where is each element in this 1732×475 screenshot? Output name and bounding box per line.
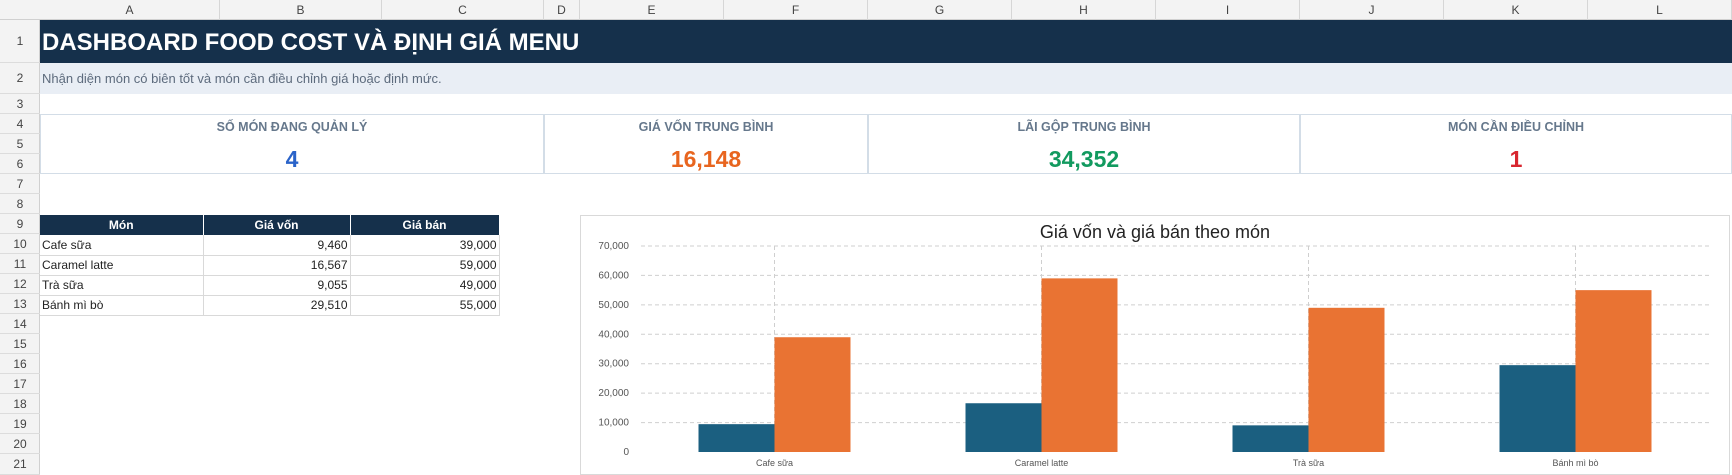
- column-header-l[interactable]: L: [1588, 0, 1732, 20]
- kpi-so-mon-card: SỐ MÓN ĐANG QUẢN LÝ 4: [40, 114, 544, 174]
- header-cell-mon[interactable]: Món: [40, 215, 204, 235]
- cell-mon[interactable]: Trà sữa: [40, 275, 204, 296]
- column-header-c[interactable]: C: [382, 0, 544, 20]
- cell-gia-von[interactable]: 9,460: [203, 235, 351, 256]
- row-header-17[interactable]: 17: [0, 374, 40, 394]
- row-header-21[interactable]: 21: [0, 454, 40, 475]
- column-header-j[interactable]: J: [1300, 0, 1444, 20]
- y-tick-label: 10,000: [598, 418, 629, 429]
- row-header-1[interactable]: 1: [0, 20, 40, 63]
- table-body: Cafe sữa 9,460 39,000 Caramel latte 16,567 59…: [40, 235, 500, 316]
- table-row: Trà sữa 9,055 49,000: [40, 275, 500, 296]
- cost-price-chart[interactable]: Giá vốn và giá bán theo món 0 10,000 20,00…: [580, 215, 1730, 475]
- kpi-gia-von-value: 16,148: [670, 146, 742, 172]
- kpi-mon-dieu-chinh-label: MÓN CẦN ĐIỀU CHỈNH: [1447, 120, 1585, 134]
- column-header-b[interactable]: B: [220, 0, 382, 20]
- row-header-5[interactable]: 5: [0, 134, 40, 154]
- title-band: [40, 20, 1732, 63]
- kpi-so-mon-value: 4: [285, 146, 299, 172]
- kpi-gia-von-card: GIÁ VỐN TRUNG BÌNH 16,148: [544, 114, 868, 174]
- column-header-f[interactable]: F: [724, 0, 868, 20]
- cell-mon[interactable]: Bánh mì bò: [40, 295, 204, 316]
- row-header-7[interactable]: 7: [0, 174, 40, 194]
- cell-gia-von[interactable]: 9,055: [203, 275, 351, 296]
- row-header-6[interactable]: 6: [0, 154, 40, 174]
- kpi-so-mon-label: SỐ MÓN ĐANG QUẢN LÝ: [216, 120, 368, 134]
- kpi-gia-von-label: GIÁ VỐN TRUNG BÌNH: [638, 120, 774, 134]
- bar-gia-von-3[interactable]: [1499, 365, 1576, 452]
- x-tick-label: Caramel latte: [1015, 458, 1069, 468]
- y-tick-label: 50,000: [598, 300, 629, 311]
- row-header-14[interactable]: 14: [0, 314, 40, 334]
- row-header-13[interactable]: 13: [0, 294, 40, 314]
- row-header-8[interactable]: 8: [0, 194, 40, 214]
- bar-gia-von-2[interactable]: [1232, 425, 1309, 452]
- row-header-18[interactable]: 18: [0, 394, 40, 414]
- bar-gia-von-0[interactable]: [698, 424, 775, 452]
- row-header-3[interactable]: 3: [0, 94, 40, 114]
- y-tick-label: 0: [623, 447, 629, 458]
- column-header-a[interactable]: A: [40, 0, 220, 20]
- y-tick-label: 60,000: [598, 270, 629, 281]
- cell-mon[interactable]: Cafe sữa: [40, 235, 204, 256]
- cell-mon[interactable]: Caramel latte: [40, 255, 204, 276]
- header-cell-gia-von[interactable]: Giá vốn: [203, 215, 351, 235]
- row-header-10[interactable]: 10: [0, 234, 40, 254]
- header-cell-gia-ban[interactable]: Giá bán: [350, 215, 500, 235]
- chart-title: Giá vốn và giá bán theo món: [1039, 222, 1271, 242]
- y-tick-label: 70,000: [598, 241, 629, 252]
- dashboard-title: DASHBOARD FOOD COST VÀ ĐỊNH GIÁ MENU: [42, 29, 580, 56]
- row-header-bar: 1 2 3 4 5 6 7 8 9 10 11 12 13 14 15 16 17 18 19 20 21: [0, 20, 40, 475]
- row-header-11[interactable]: 11: [0, 254, 40, 274]
- column-header-k[interactable]: K: [1444, 0, 1588, 20]
- kpi-mon-dieu-chinh-value: 1: [1509, 146, 1523, 172]
- row-header-15[interactable]: 15: [0, 334, 40, 354]
- cell-gia-ban[interactable]: 55,000: [350, 295, 500, 316]
- row-header-12[interactable]: 12: [0, 274, 40, 294]
- cell-gia-von[interactable]: 29,510: [203, 295, 351, 316]
- food-cost-table: Món Giá vốn Giá bán Cafe sữa 9,460 39,000 C…: [40, 215, 500, 316]
- bar-gia-ban-1[interactable]: [1041, 278, 1118, 452]
- cell-gia-ban[interactable]: 49,000: [350, 275, 500, 296]
- column-header-i[interactable]: I: [1156, 0, 1300, 20]
- column-header-d[interactable]: D: [544, 0, 580, 20]
- x-tick-label: Trà sữa: [1293, 458, 1324, 468]
- row-header-9[interactable]: 9: [0, 214, 40, 234]
- row-header-2[interactable]: 2: [0, 63, 40, 94]
- cell-gia-von[interactable]: 16,567: [203, 255, 351, 276]
- table-row: Bánh mì bò 29,510 55,000: [40, 295, 500, 316]
- chart-plot: 0 10,000 20,000 30,000 40,000 50,000 60,000 70,…: [598, 241, 1709, 468]
- x-tick-label: Bánh mì bò: [1552, 458, 1598, 468]
- dashboard-subtitle: Nhận diện món có biên tốt và món cần điề…: [42, 71, 442, 86]
- subtitle-band: [40, 63, 1732, 94]
- column-header-g[interactable]: G: [868, 0, 1012, 20]
- table-row: Cafe sữa 9,460 39,000: [40, 235, 500, 256]
- kpi-lai-gop-value: 34,352: [1048, 146, 1120, 172]
- table-row: Caramel latte 16,567 59,000: [40, 255, 500, 276]
- bar-gia-ban-2[interactable]: [1308, 307, 1385, 452]
- cell-gia-ban[interactable]: 59,000: [350, 255, 500, 276]
- row-header-20[interactable]: 20: [0, 434, 40, 454]
- bar-gia-von-1[interactable]: [965, 403, 1042, 452]
- bar-gia-ban-0[interactable]: [774, 337, 851, 452]
- y-tick-label: 20,000: [598, 388, 629, 399]
- y-tick-label: 40,000: [598, 329, 629, 340]
- column-header-e[interactable]: E: [580, 0, 724, 20]
- column-header-h[interactable]: H: [1012, 0, 1156, 20]
- cell-gia-ban[interactable]: 39,000: [350, 235, 500, 256]
- kpi-mon-dieu-chinh-card: MÓN CẦN ĐIỀU CHỈNH 1: [1300, 114, 1732, 174]
- row-header-16[interactable]: 16: [0, 354, 40, 374]
- y-tick-label: 30,000: [598, 359, 629, 370]
- bar-gia-ban-3[interactable]: [1575, 290, 1652, 452]
- row-header-4[interactable]: 4: [0, 114, 40, 134]
- x-tick-label: Cafe sữa: [756, 458, 793, 468]
- kpi-lai-gop-label: LÃI GỘP TRUNG BÌNH: [1017, 120, 1151, 134]
- kpi-lai-gop-card: LÃI GỘP TRUNG BÌNH 34,352: [868, 114, 1300, 174]
- table-header-row: Món Giá vốn Giá bán: [40, 215, 500, 235]
- row-header-19[interactable]: 19: [0, 414, 40, 434]
